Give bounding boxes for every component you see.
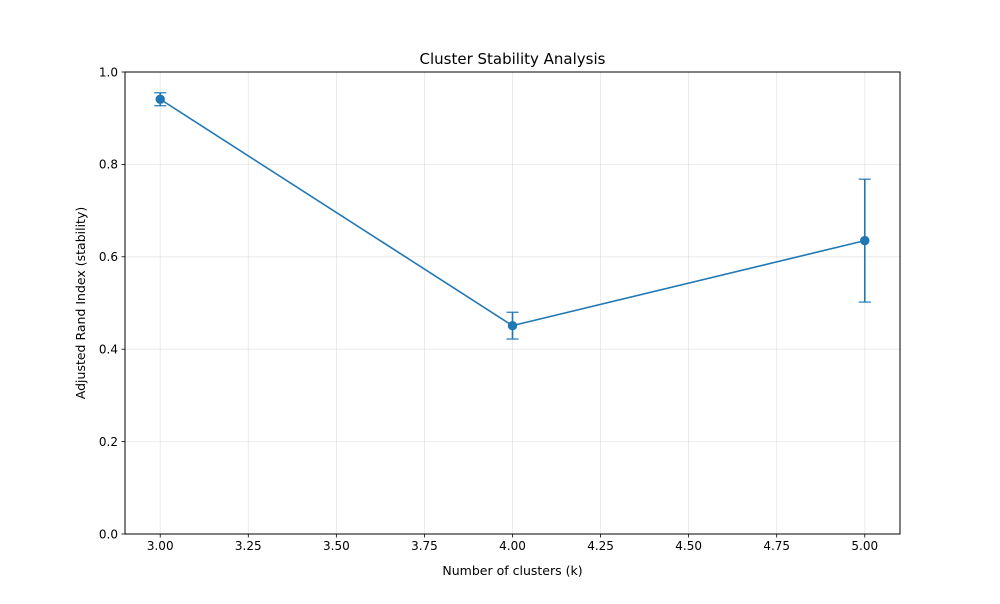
x-tick-label: 3.25 xyxy=(235,539,262,553)
grid-layer xyxy=(125,71,900,535)
x-tick-label: 4.75 xyxy=(763,539,790,553)
y-tick-label: 0.2 xyxy=(99,435,118,449)
series-layer xyxy=(154,92,871,340)
data-point xyxy=(860,235,870,246)
x-tick-label: 3.50 xyxy=(323,539,350,553)
data-point xyxy=(507,320,518,331)
x-tick-label: 4.00 xyxy=(499,539,526,553)
y-tick-label: 0.8 xyxy=(99,158,118,172)
y-axis-label: Adjusted Rand Index (stability) xyxy=(73,207,88,399)
y-tick-label: 0.0 xyxy=(99,527,118,541)
y-tick-label: 1.0 xyxy=(99,65,118,79)
x-axis-label: Number of clusters (k) xyxy=(442,563,582,578)
chart-title: Cluster Stability Analysis xyxy=(420,50,606,68)
x-tick-label: 5.00 xyxy=(851,539,878,553)
y-tick-label: 0.6 xyxy=(99,250,118,264)
x-tick-label: 4.50 xyxy=(675,539,702,553)
x-tick-label: 3.00 xyxy=(147,539,174,553)
x-tick-label: 4.25 xyxy=(587,539,614,553)
tick-layer: 3.00 3.25 3.50 3.75 4.00 4.25 4.50 4.75 5.00 0.0 0… xyxy=(99,65,878,553)
data-point xyxy=(155,94,165,104)
x-tick-label: 3.75 xyxy=(411,539,438,553)
y-tick-label: 0.4 xyxy=(99,343,118,357)
